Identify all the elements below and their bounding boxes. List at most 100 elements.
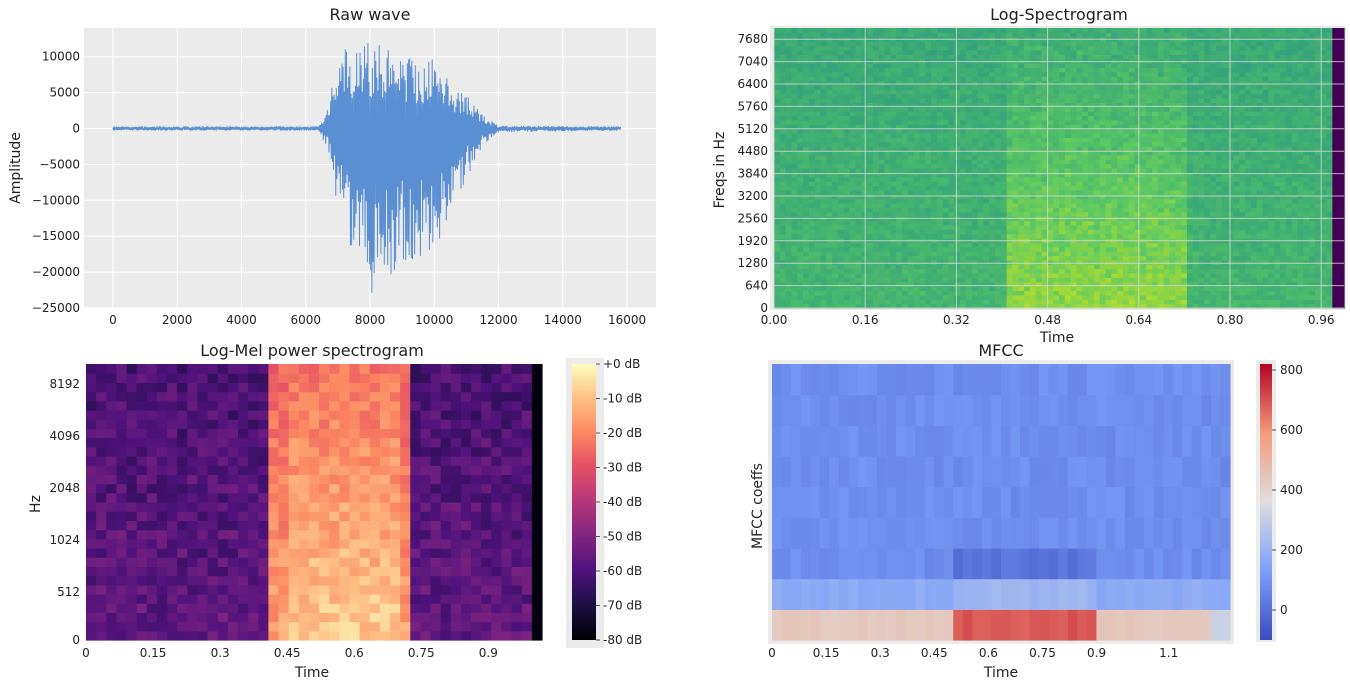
log-spectrogram-cell — [785, 63, 793, 68]
log-spectrogram-cell — [1082, 277, 1089, 283]
log-spectrogram-cell — [1029, 67, 1037, 73]
log-spectrogram-cell — [907, 71, 915, 77]
log-spectrogram-cell — [1006, 141, 1014, 147]
log-spectrogram-cell — [791, 185, 798, 191]
log-spectrogram-cell — [1186, 133, 1194, 138]
log-spectrogram-cell — [878, 119, 886, 125]
log-spectrogram-cell — [878, 102, 886, 108]
log-spectrogram-cell — [919, 45, 926, 51]
log-spectrogram-cell — [1221, 277, 1229, 283]
log-spectrogram-cell — [1216, 137, 1223, 143]
log-spectrogram-cell — [1024, 115, 1031, 121]
log-spectrogram-cell — [1064, 98, 1072, 103]
log-spectrogram-cell — [808, 194, 816, 200]
log-spectrogram-cell — [1186, 299, 1194, 305]
log-spectrogram-cell — [995, 119, 1002, 125]
log-spectrogram-cell — [913, 128, 921, 134]
log-spectrogram-cell — [1216, 185, 1223, 191]
log-spectrogram-cell — [965, 277, 973, 283]
log-spectrogram-cell — [785, 220, 793, 226]
log-spectrogram-cell — [1175, 32, 1182, 38]
log-spectrogram-cell — [1099, 203, 1107, 208]
log-spectrogram-cell — [1059, 281, 1066, 287]
log-spectrogram-cell — [901, 67, 909, 73]
log-spectrogram-cell — [878, 111, 886, 117]
log-spectrogram-cell — [849, 203, 857, 208]
log-spectrogram-cell — [843, 133, 851, 138]
log-spectrogram-cell — [849, 303, 857, 309]
log-spectrogram-cell — [1053, 207, 1060, 213]
log-spectrogram-cell — [1064, 273, 1072, 278]
log-spectrogram-cell — [1198, 93, 1206, 99]
log-spectrogram-cell — [808, 229, 816, 235]
log-spectrogram-cell — [995, 49, 1002, 55]
log-spectrogram-cell — [1134, 290, 1142, 296]
log-spectrogram-cell — [779, 299, 787, 305]
log-spectrogram-cell — [896, 80, 903, 86]
log-spectrogram-cell — [913, 299, 921, 305]
log-spectrogram-cell — [965, 163, 973, 169]
log-spectrogram-cell — [1192, 141, 1200, 147]
log-spectrogram-cell — [1140, 194, 1147, 200]
log-spectrogram-cell — [1035, 63, 1043, 68]
log-spectrogram-cell — [942, 102, 950, 108]
log-spectrogram-cell — [1134, 124, 1142, 130]
log-spectrogram-cell — [1029, 45, 1037, 51]
log-spectrogram-cell — [1163, 277, 1171, 283]
log-spectrogram-cell — [1088, 189, 1095, 195]
log-spectrogram-cell — [791, 45, 798, 51]
log-spectrogram-cell — [1006, 273, 1014, 278]
log-spectrogram-cell — [971, 259, 979, 265]
log-spectrogram-cell — [919, 137, 926, 143]
log-spectrogram-cell — [1140, 181, 1147, 187]
log-spectrogram-cell — [797, 281, 804, 287]
log-spectrogram-cell — [1210, 294, 1217, 300]
log-spectrogram-cell — [814, 224, 822, 230]
log-spectrogram-cell — [1192, 290, 1200, 296]
log-spectrogram-cell — [1186, 246, 1194, 252]
log-spectrogram-cell — [832, 49, 839, 55]
log-spectrogram-cell — [1099, 273, 1107, 278]
log-spectrogram-cell — [1157, 233, 1165, 239]
log-spectrogram-cell — [1076, 273, 1083, 278]
log-spectrogram-cell — [896, 168, 903, 173]
log-spectrogram-cell — [1169, 194, 1176, 200]
log-spectrogram-cell — [1192, 207, 1200, 213]
log-spectrogram-cell — [1099, 246, 1107, 252]
log-spectrogram-cell — [1192, 168, 1200, 173]
log-spectrogram-cell — [1024, 146, 1031, 152]
log-spectrogram-cell — [907, 207, 915, 213]
log-spectrogram-cell — [785, 115, 793, 121]
log-spectrogram-cell — [1000, 185, 1008, 191]
log-spectrogram-cell — [931, 115, 938, 121]
log-spectrogram-cell — [919, 124, 926, 130]
log-spectrogram-cell — [820, 84, 827, 90]
log-spectrogram-cell — [919, 181, 926, 187]
log-spectrogram-cell — [977, 255, 984, 261]
log-spectrogram-cell — [1175, 115, 1182, 121]
log-spectrogram-cell — [936, 242, 944, 248]
log-spectrogram-cell — [1140, 255, 1147, 261]
log-spectrogram-cell — [872, 28, 880, 33]
log-spectrogram-cell — [797, 80, 804, 86]
log-spectrogram-cell — [1035, 211, 1043, 217]
log-spectrogram-cell — [1018, 106, 1025, 112]
log-spectrogram-cell — [931, 299, 938, 305]
log-spectrogram-cell — [1035, 189, 1043, 195]
log-spectrogram-cell — [1175, 45, 1182, 51]
log-spectrogram-cell — [843, 299, 851, 305]
log-spectrogram-cell — [1059, 154, 1066, 160]
log-spectrogram-cell — [931, 89, 938, 95]
log-spectrogram-cell — [797, 28, 804, 33]
log-spectrogram-cell — [1186, 146, 1194, 152]
log-spectrogram-cell — [925, 28, 932, 33]
log-spectrogram-cell — [1169, 119, 1176, 125]
log-spectrogram-cell — [960, 277, 967, 283]
log-spectrogram-cell — [814, 76, 822, 82]
log-spectrogram-cell — [925, 299, 932, 305]
log-spectrogram-cell — [826, 54, 833, 60]
log-spectrogram-cell — [1006, 251, 1014, 257]
log-spectrogram-cell — [1117, 71, 1124, 77]
log-spectrogram-cell — [1122, 299, 1130, 305]
log-spectrogram-cell — [1018, 32, 1025, 38]
